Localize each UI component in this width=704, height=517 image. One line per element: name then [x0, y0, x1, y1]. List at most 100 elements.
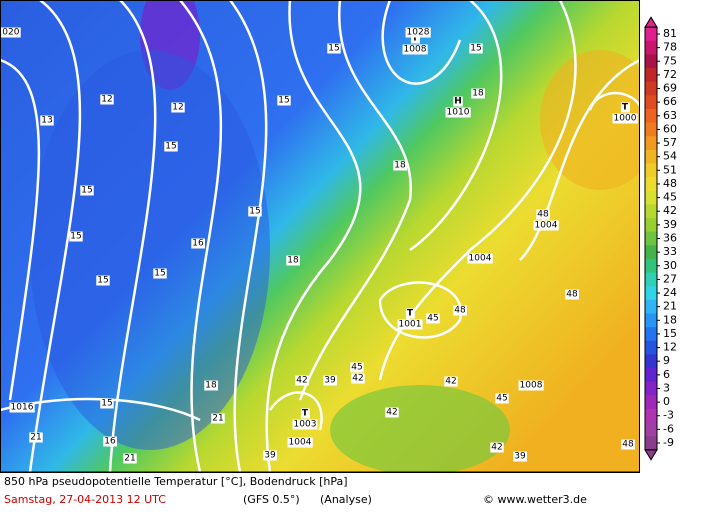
pressure-center-symbol: T — [622, 103, 629, 113]
contour-label-bg — [171, 102, 185, 113]
pressure-center-symbol: T — [407, 309, 414, 319]
pressure-center-value: 1003 — [294, 420, 317, 430]
contour-label: 42 — [386, 408, 397, 418]
contour-label-bg — [100, 398, 114, 409]
contour-label-bg — [518, 380, 544, 391]
contour-label: 18 — [394, 161, 406, 171]
colorbar-cell — [645, 54, 657, 69]
contour-label-bg — [495, 393, 509, 404]
contour-label: 48 — [454, 306, 466, 316]
colorbar-cell — [645, 95, 657, 110]
colorbar-cell — [645, 163, 657, 178]
contour-label: 12 — [101, 95, 112, 105]
colorbar-cell — [645, 136, 657, 151]
contour-label-bg — [211, 413, 225, 424]
footer-title: 850 hPa pseudopotentielle Temperatur [°C… — [4, 475, 348, 488]
colorbar-cell — [645, 68, 657, 83]
colorbar-frame — [644, 26, 658, 451]
colorbar-label: 33 — [663, 245, 677, 258]
colorbar-label: 63 — [663, 109, 677, 122]
contour-label: 21 — [212, 414, 223, 424]
colorbar-label: 42 — [663, 204, 677, 217]
colorbar-cell — [645, 245, 657, 260]
contour-label: 15 — [328, 44, 339, 54]
colorbar-label: 6 — [663, 368, 670, 381]
colorbar-cell — [645, 340, 657, 355]
colorbar-cell — [645, 40, 657, 55]
contour-label: 39 — [324, 376, 336, 386]
colorbar-label: 51 — [663, 163, 677, 176]
contour-label: 45 — [496, 394, 507, 404]
colorbar-label: 0 — [663, 395, 670, 408]
colorbar-cell — [645, 381, 657, 396]
contour-label: 1028 — [407, 28, 430, 38]
colorbar-label: 15 — [663, 327, 677, 340]
contour-label-bg — [426, 313, 440, 324]
colorbar-label: 12 — [663, 341, 677, 354]
contour-label-bg — [40, 115, 54, 126]
pressure-center-value-bg — [445, 107, 471, 118]
colorbar-cell — [645, 272, 657, 287]
contour-label: 15 — [154, 269, 165, 279]
pressure-center-value: 1008 — [404, 45, 427, 55]
pressure-center-value: 1001 — [399, 320, 422, 330]
contour-label-bg — [9, 402, 35, 413]
colorbar-cell — [645, 422, 657, 437]
contour-label: 1004 — [289, 438, 312, 448]
contour-label-bg — [191, 238, 205, 249]
colorbar-cell — [645, 81, 657, 96]
contour-label-bg — [350, 362, 364, 373]
contour-label-bg — [1, 27, 21, 38]
pressure-center-symbol-bg — [620, 102, 630, 113]
contour-label-bg — [123, 453, 137, 464]
contour-label-bg — [164, 141, 178, 152]
colorbar-label: 24 — [663, 286, 677, 299]
colorbar-label: 36 — [663, 232, 677, 245]
contour-label-bg — [29, 432, 43, 443]
contour-label: 42 — [296, 376, 307, 386]
colorbar-cell — [645, 368, 657, 383]
contour-label: 39 — [514, 452, 526, 462]
contour-label-bg — [287, 437, 313, 448]
contour-label: 18 — [205, 381, 217, 391]
pressure-center-symbol-bg — [410, 33, 420, 44]
colorbar-cell — [645, 258, 657, 274]
contour-label-bg — [69, 231, 83, 242]
contour-label-bg — [103, 436, 117, 447]
contour-label-bg — [533, 220, 559, 231]
colorbar-label: -6 — [663, 422, 674, 435]
colorbar-label: 39 — [663, 218, 677, 231]
pressure-center-symbol-bg — [405, 308, 415, 319]
contour-label-bg — [405, 27, 431, 38]
contour-label-bg — [536, 209, 550, 220]
footer-source: © www.wetter3.de — [483, 493, 587, 506]
pressure-center-symbol-bg — [300, 408, 310, 419]
colorbar-cell — [645, 299, 657, 314]
map: T1008H1010T1000T1001T1003102810201004100… — [0, 1, 640, 472]
contour-label-bg — [263, 450, 277, 461]
contour-label-bg — [393, 160, 407, 171]
contour-label-bg — [621, 439, 635, 450]
contour-label-bg — [100, 94, 114, 105]
contour-label: 1004 — [469, 254, 492, 264]
contour-label: 48 — [537, 210, 549, 220]
colorbar-cell — [645, 27, 657, 42]
contour-label: 1020 — [0, 28, 20, 38]
contour-label-bg — [96, 275, 110, 286]
colorbar-label: 48 — [663, 177, 677, 190]
colorbar-cell — [645, 286, 657, 301]
contour-label: 18 — [287, 256, 299, 266]
pressure-center-value-bg — [402, 44, 428, 55]
contour-label-bg — [248, 206, 262, 217]
colorbar-label: 69 — [663, 82, 677, 95]
colorbar-label: 27 — [663, 272, 677, 285]
colorbar-label: 60 — [663, 122, 677, 135]
contour-label: 15 — [70, 232, 81, 242]
colorbar-cell — [645, 395, 657, 410]
contour-label: 45 — [427, 314, 438, 324]
contour-label: 42 — [491, 443, 502, 453]
colorbar-cell — [645, 149, 657, 165]
contour-label-bg — [490, 442, 504, 453]
contour-label: 15 — [101, 399, 112, 409]
